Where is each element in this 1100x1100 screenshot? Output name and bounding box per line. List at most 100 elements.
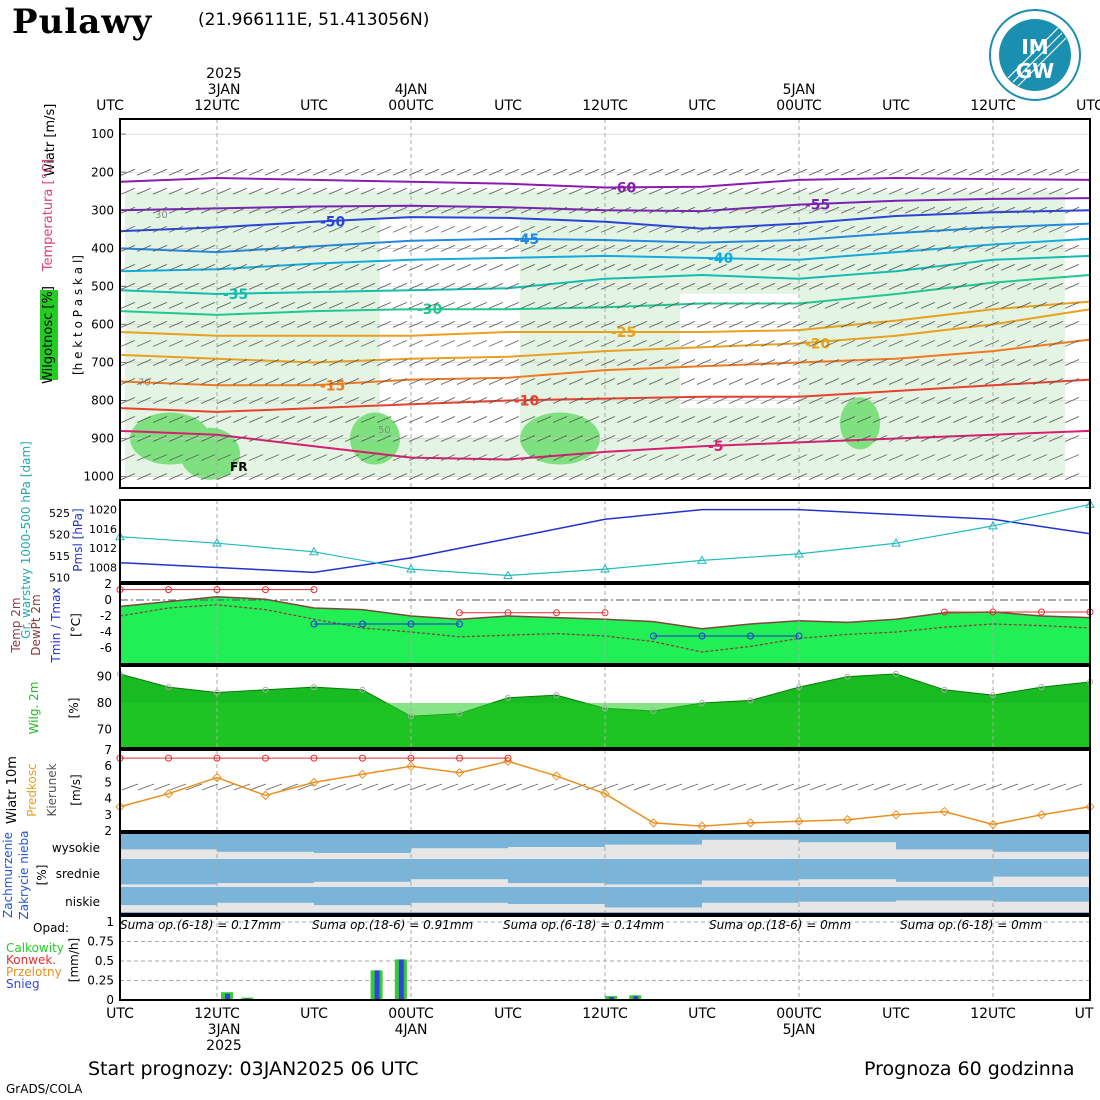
wind-barb [712,359,728,366]
wind-barb [712,397,728,404]
wind-barb [376,302,392,309]
wind-barb [488,397,504,404]
wind-barb [904,454,920,461]
wind-barb [552,302,568,309]
wind-barb [632,168,648,176]
top-time-label: 12UTC [970,98,1016,114]
cloud-cover-bar [120,849,217,859]
bottom-day3: 5JAN [783,1022,816,1038]
wind-barb [568,321,584,328]
wind-barb [600,397,616,404]
wind-barb [936,244,952,252]
isotherm-line [119,209,1091,233]
wind-barb [632,473,648,480]
wind-barb [712,321,728,328]
wind-barb [552,340,568,347]
wind-barb [152,454,168,461]
wind-barb [536,359,552,366]
wind-barb [1064,168,1080,176]
wind-barb [840,378,856,385]
wind-barb [824,302,840,309]
wind-speed-marker [454,767,465,778]
wind-barb [184,321,200,328]
wind-barb [616,340,632,347]
wind-barb [440,244,456,252]
wind-barb [1032,168,1048,176]
wind-barb [392,340,408,347]
wind-barb [248,378,264,385]
wind-barb [440,263,456,271]
wind-barb [600,206,616,214]
wind-barb [424,416,440,423]
dry-zone [680,293,800,409]
precip-tick-label: 0 [106,993,114,1007]
wind-barb [232,340,248,347]
wind-barb [968,397,984,404]
wind-barb [584,454,600,461]
isotherm-label: -30 [417,302,443,318]
wind-barb [776,359,792,366]
wind-barb [648,454,664,461]
wind-barb [344,473,360,480]
wind-barb [632,397,648,404]
wind-barb [856,473,872,480]
wind-barb [968,168,984,176]
wind-barb [744,378,760,385]
wind-barb [328,244,344,252]
wind-barb [232,321,248,328]
humidity-high-blob [180,427,240,480]
pmsl-line [119,508,1091,574]
wind-barb [440,168,456,176]
wind-barb [296,168,312,176]
wind-barb [712,454,728,461]
wind-barb [120,321,136,328]
wind-barb [488,187,504,195]
wind-speed-marker [309,777,319,788]
wind-barb [408,397,424,404]
wind-barb [264,263,280,271]
wind-barb [840,263,856,271]
wind-barb [392,435,408,442]
wind-barb [376,435,392,442]
cloud-cover-bar [508,903,605,912]
wind-barb [472,187,488,195]
wind-barb [296,340,312,347]
wind-barb [968,244,984,252]
humidity-marker [456,710,463,717]
wind-barb [536,244,552,252]
wind-barb [664,397,680,404]
cloud-cover-bar [314,905,411,912]
wind-barb [408,340,424,347]
wind-barb [1032,206,1048,214]
wind-barb [952,302,968,309]
wind-barb [680,416,696,423]
cloud-cover-bar [217,883,314,887]
wind-barb [648,340,664,347]
wind-barb [792,168,808,176]
wind-barb [152,263,168,271]
cloud-cover-bar [799,901,896,912]
wind-barb [712,473,728,480]
thickness-marker [988,520,998,530]
wind-barb [872,321,888,328]
wind-barb [1016,416,1032,423]
precip-snow-bar [374,970,380,1000]
wind-barb [376,206,392,214]
wind-barb [600,244,616,252]
pressure-tick-label: 600 [91,317,114,331]
wind-barb [584,302,600,309]
wind-direction-barb [505,783,523,791]
wind-barb [632,435,648,442]
isotherm-line [119,429,1091,461]
wind-barb [584,187,600,195]
wind-barb [264,206,280,214]
cloud-cover-bar [411,879,508,887]
wind-barb [392,473,408,480]
wind-barb [904,244,920,252]
wind-barb [600,359,616,366]
wind-barb [328,454,344,461]
wind-barb [936,302,952,309]
wind-barb [184,454,200,461]
wind-barb [472,168,488,176]
wind-barb [968,263,984,271]
